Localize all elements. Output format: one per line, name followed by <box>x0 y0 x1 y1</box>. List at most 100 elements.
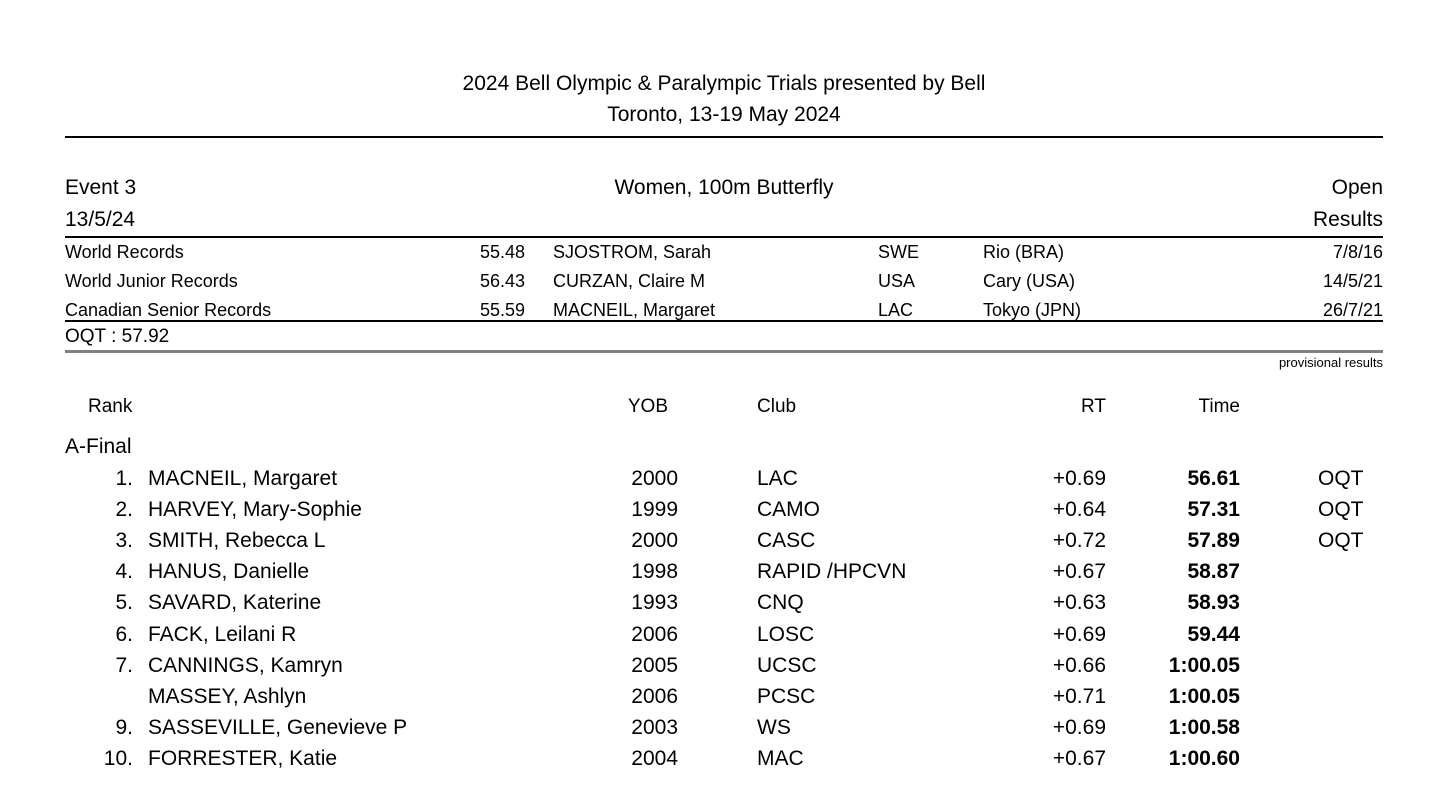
divider-below-title <box>65 136 1383 138</box>
swimmer-name-cell: FACK, Leilani R <box>148 622 297 646</box>
swimmer-name-cell: MACNEIL, Margaret <box>148 466 338 490</box>
record-time: 56.43 <box>479 271 525 291</box>
table-row: 2. HARVEY, Mary-Sophie 1999 CAMO +0.64 5… <box>65 494 1383 525</box>
section-label-a-final: A-Final <box>65 435 132 458</box>
event-header-row-1: Event 3 Women, 100m Butterfly Open <box>65 172 1383 204</box>
meet-header: 2024 Bell Olympic & Paralympic Trials pr… <box>65 68 1383 130</box>
reaction-time-cell: +0.67 <box>1052 747 1106 771</box>
reaction-time-cell: +0.69 <box>1052 622 1106 646</box>
qualification-flag: OQT <box>1318 497 1364 521</box>
column-header-rank: Rank <box>88 396 133 417</box>
yob-cell: 1999 <box>631 497 678 521</box>
results-table: 1. MACNEIL, Margaret 2000 LAC +0.69 56.6… <box>65 463 1383 775</box>
reaction-time-cell: +0.64 <box>1052 497 1106 521</box>
table-row: MASSEY, Ashlyn 2006 PCSC +0.71 1:00.05 <box>65 681 1383 712</box>
final-time-cell: 57.89 <box>1187 528 1240 552</box>
swimmer-name-cell: MASSEY, Ashlyn <box>148 684 307 708</box>
record-date: 7/8/16 <box>1332 242 1383 262</box>
divider-below-event-header <box>65 236 1383 238</box>
final-time-cell: 56.61 <box>1187 466 1240 490</box>
final-time-cell: 59.44 <box>1187 622 1240 646</box>
results-label: Results <box>1312 208 1383 231</box>
record-row-canadian-senior: Canadian Senior Records 55.59 MACNEIL, M… <box>65 296 1383 325</box>
event-number: Event 3 <box>65 176 137 199</box>
results-column-headers: Rank YOB Club RT Time <box>65 394 1383 420</box>
yob-cell: 2003 <box>631 716 678 740</box>
column-header-rt: RT <box>1081 396 1106 417</box>
final-time-cell: 58.87 <box>1187 560 1240 584</box>
divider-below-records <box>65 320 1383 322</box>
event-name: Women, 100m Butterfly <box>614 176 834 199</box>
table-row: 1. MACNEIL, Margaret 2000 LAC +0.69 56.6… <box>65 463 1383 494</box>
record-label: Canadian Senior Records <box>65 300 272 320</box>
record-label: World Records <box>65 242 184 262</box>
table-row: 4. HANUS, Danielle 1998 RAPID /HPCVN +0.… <box>65 557 1383 588</box>
swimmer-name-cell: SASSEVILLE, Genevieve P <box>148 716 408 740</box>
rank-cell: 10. <box>103 747 133 771</box>
club-cell: PCSC <box>757 684 816 708</box>
table-row: 9. SASSEVILLE, Genevieve P 2003 WS +0.69… <box>65 713 1383 744</box>
final-time-cell: 1:00.05 <box>1168 684 1240 708</box>
record-row-world-junior: World Junior Records 56.43 CURZAN, Clair… <box>65 267 1383 296</box>
rank-cell: 3. <box>115 528 133 552</box>
rank-cell: 5. <box>115 591 133 615</box>
record-holder: MACNEIL, Margaret <box>553 300 716 320</box>
column-header-time: Time <box>1198 396 1240 417</box>
event-header-row-2: 13/5/24 Results <box>65 204 1383 236</box>
divider-thick-gray <box>65 350 1383 353</box>
table-row: 6. FACK, Leilani R 2006 LOSC +0.69 59.44 <box>65 619 1383 650</box>
record-label: World Junior Records <box>65 271 238 291</box>
swimmer-name-cell: SMITH, Rebecca L <box>148 528 326 552</box>
qualification-flag: OQT <box>1318 528 1364 552</box>
club-cell: MAC <box>757 747 804 771</box>
records-section: World Records 55.48 SJOSTROM, Sarah SWE … <box>65 238 1383 325</box>
rank-cell: 4. <box>115 560 133 584</box>
table-row: 10. FORRESTER, Katie 2004 MAC +0.67 1:00… <box>65 744 1383 775</box>
reaction-time-cell: +0.72 <box>1052 528 1106 552</box>
oqt-standard: OQT : 57.92 <box>65 326 170 347</box>
record-holder: SJOSTROM, Sarah <box>553 242 712 262</box>
event-category: Open <box>1331 176 1383 199</box>
club-cell: CNQ <box>757 591 804 615</box>
record-row-world: World Records 55.48 SJOSTROM, Sarah SWE … <box>65 238 1383 267</box>
record-place: Rio (BRA) <box>983 242 1065 262</box>
table-row: 3. SMITH, Rebecca L 2000 CASC +0.72 57.8… <box>65 525 1383 556</box>
table-row: 7. CANNINGS, Kamryn 2005 UCSC +0.66 1:00… <box>65 650 1383 681</box>
club-cell: CASC <box>757 528 816 552</box>
qualification-flag: OQT <box>1318 466 1364 490</box>
club-cell: CAMO <box>757 497 820 521</box>
club-cell: WS <box>757 716 791 740</box>
record-nation: USA <box>878 271 916 291</box>
meet-title: 2024 Bell Olympic & Paralympic Trials pr… <box>462 72 986 95</box>
record-place: Cary (USA) <box>983 271 1076 291</box>
record-nation: LAC <box>878 300 914 320</box>
reaction-time-cell: +0.63 <box>1052 591 1106 615</box>
yob-cell: 1993 <box>631 591 678 615</box>
record-place: Tokyo (JPN) <box>983 300 1082 320</box>
swimmer-name-cell: HANUS, Danielle <box>148 560 310 584</box>
record-time: 55.59 <box>479 300 525 320</box>
yob-cell: 2004 <box>631 747 678 771</box>
provisional-results-note: provisional results <box>1278 355 1383 370</box>
reaction-time-cell: +0.69 <box>1052 466 1106 490</box>
table-row: 5. SAVARD, Katerine 1993 CNQ +0.63 58.93 <box>65 588 1383 619</box>
rank-cell: 2. <box>115 497 133 521</box>
column-header-yob: YOB <box>627 396 668 417</box>
meet-subtitle: Toronto, 13-19 May 2024 <box>607 103 841 126</box>
yob-cell: 2006 <box>631 684 678 708</box>
swimmer-name-cell: CANNINGS, Kamryn <box>148 653 343 677</box>
record-nation: SWE <box>878 242 920 262</box>
final-time-cell: 58.93 <box>1187 591 1240 615</box>
record-date: 14/5/21 <box>1322 271 1383 291</box>
final-time-cell: 57.31 <box>1187 497 1240 521</box>
swimmer-name-cell: SAVARD, Katerine <box>148 591 322 615</box>
event-date: 13/5/24 <box>65 208 136 231</box>
rank-cell: 7. <box>115 653 133 677</box>
reaction-time-cell: +0.69 <box>1052 716 1106 740</box>
yob-cell: 1998 <box>631 560 678 584</box>
reaction-time-cell: +0.67 <box>1052 560 1106 584</box>
swimmer-name-cell: FORRESTER, Katie <box>148 747 338 771</box>
final-time-cell: 1:00.60 <box>1168 747 1240 771</box>
yob-cell: 2006 <box>631 622 678 646</box>
